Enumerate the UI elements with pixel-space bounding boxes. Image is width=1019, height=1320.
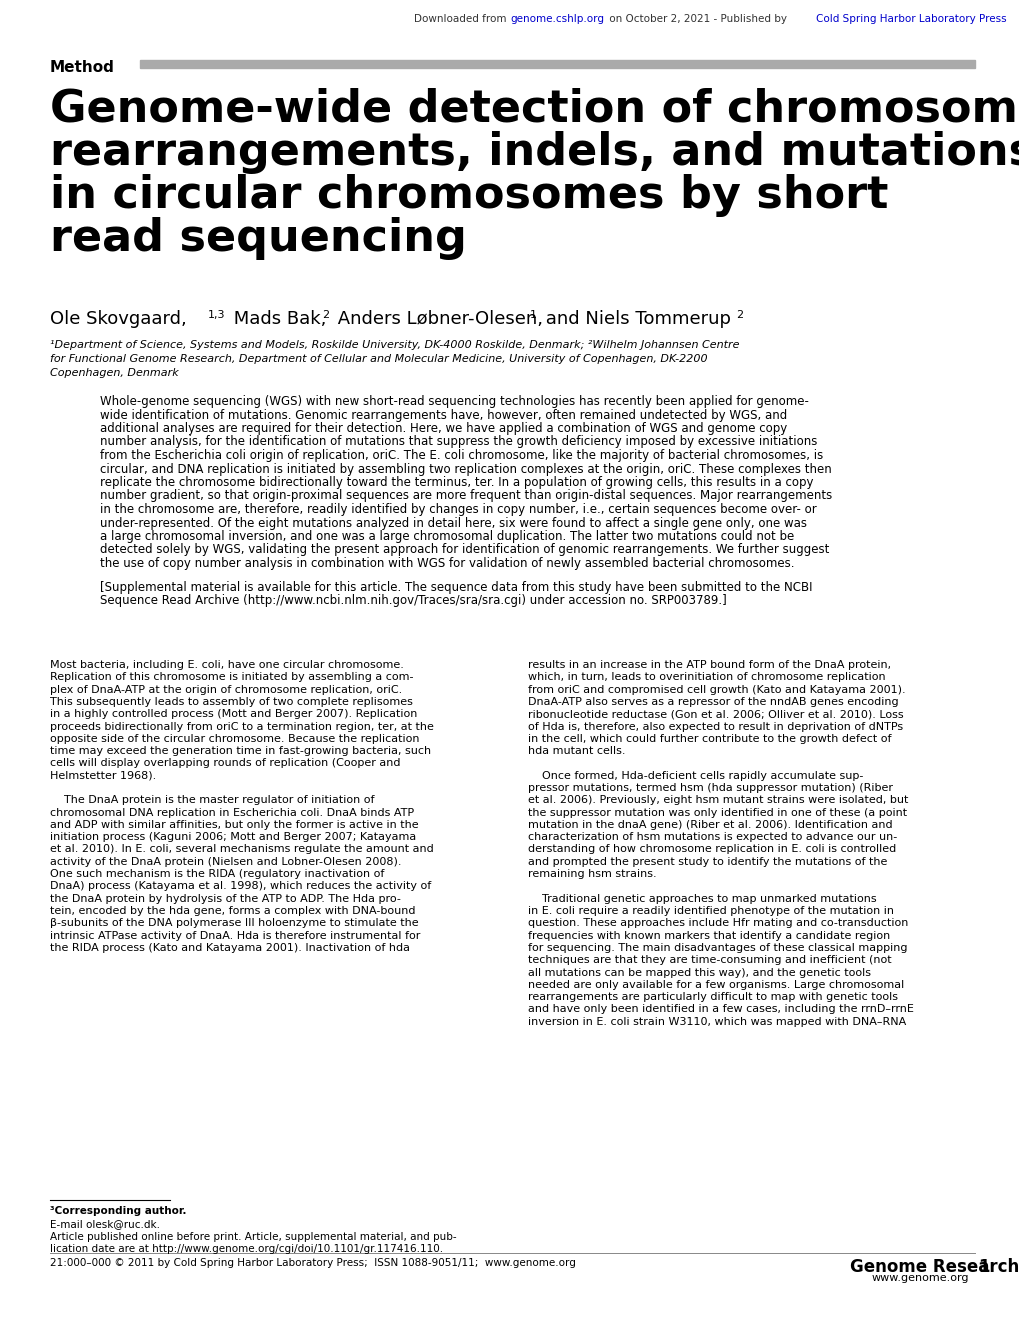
Text: number analysis, for the identification of mutations that suppress the growth de: number analysis, for the identification …	[100, 436, 816, 449]
Text: et al. 2006). Previously, eight hsm mutant strains were isolated, but: et al. 2006). Previously, eight hsm muta…	[528, 795, 908, 805]
Text: cells will display overlapping rounds of replication (Cooper and: cells will display overlapping rounds of…	[50, 759, 400, 768]
Text: results in an increase in the ATP bound form of the DnaA protein,: results in an increase in the ATP bound …	[528, 660, 891, 671]
Text: Genome-wide detection of chromosomal: Genome-wide detection of chromosomal	[50, 88, 1019, 131]
Text: in the chromosome are, therefore, readily identified by changes in copy number, : in the chromosome are, therefore, readil…	[100, 503, 816, 516]
Text: the DnaA protein by hydrolysis of the ATP to ADP. The Hda pro-: the DnaA protein by hydrolysis of the AT…	[50, 894, 400, 904]
Text: Mads Bak,: Mads Bak,	[228, 310, 326, 327]
Text: initiation process (Kaguni 2006; Mott and Berger 2007; Katayama: initiation process (Kaguni 2006; Mott an…	[50, 832, 416, 842]
Text: plex of DnaA-ATP at the origin of chromosome replication, oriC.: plex of DnaA-ATP at the origin of chromo…	[50, 685, 401, 694]
Text: wide identification of mutations. Genomic rearrangements have, however, often re: wide identification of mutations. Genomi…	[100, 408, 787, 421]
Text: Copenhagen, Denmark: Copenhagen, Denmark	[50, 368, 178, 378]
Text: Whole-genome sequencing (WGS) with new short-read sequencing technologies has re: Whole-genome sequencing (WGS) with new s…	[100, 395, 808, 408]
Text: Article published online before print. Article, supplemental material, and pub-: Article published online before print. A…	[50, 1232, 457, 1242]
Text: Downloaded from: Downloaded from	[414, 15, 510, 24]
Text: Replication of this chromosome is initiated by assembling a com-: Replication of this chromosome is initia…	[50, 672, 413, 682]
Text: and prompted the present study to identify the mutations of the: and prompted the present study to identi…	[528, 857, 887, 867]
Text: activity of the DnaA protein (Nielsen and Lobner-Olesen 2008).: activity of the DnaA protein (Nielsen an…	[50, 857, 401, 867]
Text: 1: 1	[977, 1258, 989, 1276]
Text: [Supplemental material is available for this article. The sequence data from thi: [Supplemental material is available for …	[100, 581, 812, 594]
Text: proceeds bidirectionally from oriC to a termination region, ter, at the: proceeds bidirectionally from oriC to a …	[50, 722, 433, 731]
Text: Helmstetter 1968).: Helmstetter 1968).	[50, 771, 156, 780]
Text: derstanding of how chromosome replication in E. coli is controlled: derstanding of how chromosome replicatio…	[528, 845, 896, 854]
Text: E-mail olesk@ruc.dk.: E-mail olesk@ruc.dk.	[50, 1218, 160, 1229]
Text: additional analyses are required for their detection. Here, we have applied a co: additional analyses are required for the…	[100, 422, 787, 436]
Text: Traditional genetic approaches to map unmarked mutations: Traditional genetic approaches to map un…	[528, 894, 875, 904]
Text: in circular chromosomes by short: in circular chromosomes by short	[50, 174, 888, 216]
Text: Most bacteria, including E. coli, have one circular chromosome.: Most bacteria, including E. coli, have o…	[50, 660, 404, 671]
Text: DnaA-ATP also serves as a repressor of the nndAB genes encoding: DnaA-ATP also serves as a repressor of t…	[528, 697, 898, 708]
Text: inversion in E. coli strain W3110, which was mapped with DNA–RNA: inversion in E. coli strain W3110, which…	[528, 1016, 905, 1027]
Text: and ADP with similar affinities, but only the former is active in the: and ADP with similar affinities, but onl…	[50, 820, 418, 830]
Text: question. These approaches include Hfr mating and co-transduction: question. These approaches include Hfr m…	[528, 919, 908, 928]
Text: 2: 2	[322, 310, 329, 319]
Text: 1,3: 1,3	[208, 310, 225, 319]
Text: Ole Skovgaard,: Ole Skovgaard,	[50, 310, 186, 327]
Text: 1: 1	[530, 310, 536, 319]
Text: chromosomal DNA replication in Escherichia coli. DnaA binds ATP: chromosomal DNA replication in Escherich…	[50, 808, 414, 817]
Text: www.genome.org: www.genome.org	[870, 1272, 968, 1283]
Text: in a highly controlled process (Mott and Berger 2007). Replication: in a highly controlled process (Mott and…	[50, 709, 417, 719]
Text: genome.cshlp.org: genome.cshlp.org	[510, 15, 603, 24]
Text: rearrangements, indels, and mutations: rearrangements, indels, and mutations	[50, 131, 1019, 174]
Text: for sequencing. The main disadvantages of these classical mapping: for sequencing. The main disadvantages o…	[528, 942, 907, 953]
Text: needed are only available for a few organisms. Large chromosomal: needed are only available for a few orga…	[528, 979, 904, 990]
Text: Sequence Read Archive (http://www.ncbi.nlm.nih.gov/Traces/sra/sra.cgi) under acc: Sequence Read Archive (http://www.ncbi.n…	[100, 594, 727, 607]
Text: Method: Method	[50, 59, 115, 75]
Text: techniques are that they are time-consuming and inefficient (not: techniques are that they are time-consum…	[528, 956, 891, 965]
Text: This subsequently leads to assembly of two complete replisomes: This subsequently leads to assembly of t…	[50, 697, 413, 708]
Text: the RIDA process (Kato and Katayama 2001). Inactivation of hda: the RIDA process (Kato and Katayama 2001…	[50, 942, 410, 953]
Text: intrinsic ATPase activity of DnaA. Hda is therefore instrumental for: intrinsic ATPase activity of DnaA. Hda i…	[50, 931, 420, 941]
Text: 21:000–000 © 2011 by Cold Spring Harbor Laboratory Press;  ISSN 1088-9051/11;  w: 21:000–000 © 2011 by Cold Spring Harbor …	[50, 1258, 576, 1269]
Text: read sequencing: read sequencing	[50, 216, 467, 260]
Text: pressor mutations, termed hsm (hda suppressor mutation) (Riber: pressor mutations, termed hsm (hda suppr…	[528, 783, 892, 793]
Text: the suppressor mutation was only identified in one of these (a point: the suppressor mutation was only identif…	[528, 808, 906, 817]
Text: frequencies with known markers that identify a candidate region: frequencies with known markers that iden…	[528, 931, 890, 941]
Text: The DnaA protein is the master regulator of initiation of: The DnaA protein is the master regulator…	[50, 795, 374, 805]
Text: Cold Spring Harbor Laboratory Press: Cold Spring Harbor Laboratory Press	[815, 15, 1006, 24]
Text: DnaA) process (Katayama et al. 1998), which reduces the activity of: DnaA) process (Katayama et al. 1998), wh…	[50, 882, 431, 891]
Text: a large chromosomal inversion, and one was a large chromosomal duplication. The : a large chromosomal inversion, and one w…	[100, 531, 794, 543]
Text: Genome Research: Genome Research	[849, 1258, 1018, 1276]
Text: time may exceed the generation time in fast-growing bacteria, such: time may exceed the generation time in f…	[50, 746, 431, 756]
Text: opposite side of the circular chromosome. Because the replication: opposite side of the circular chromosome…	[50, 734, 419, 743]
Text: the use of copy number analysis in combination with WGS for validation of newly : the use of copy number analysis in combi…	[100, 557, 794, 570]
Text: ribonucleotide reductase (Gon et al. 2006; Olliver et al. 2010). Loss: ribonucleotide reductase (Gon et al. 200…	[528, 709, 903, 719]
Text: which, in turn, leads to overinitiation of chromosome replication: which, in turn, leads to overinitiation …	[528, 672, 884, 682]
Text: et al. 2010). In E. coli, several mechanisms regulate the amount and: et al. 2010). In E. coli, several mechan…	[50, 845, 433, 854]
Text: detected solely by WGS, validating the present approach for identification of ge: detected solely by WGS, validating the p…	[100, 544, 828, 557]
Text: for Functional Genome Research, Department of Cellular and Molecular Medicine, U: for Functional Genome Research, Departme…	[50, 354, 707, 364]
Text: circular, and DNA replication is initiated by assembling two replication complex: circular, and DNA replication is initiat…	[100, 462, 830, 475]
Text: ³Corresponding author.: ³Corresponding author.	[50, 1206, 186, 1216]
Text: from the Escherichia coli origin of replication, oriC. The E. coli chromosome, l: from the Escherichia coli origin of repl…	[100, 449, 822, 462]
Text: from oriC and compromised cell growth (Kato and Katayama 2001).: from oriC and compromised cell growth (K…	[528, 685, 905, 694]
Text: in the cell, which could further contribute to the growth defect of: in the cell, which could further contrib…	[528, 734, 891, 743]
Text: and have only been identified in a few cases, including the rrnD–rrnE: and have only been identified in a few c…	[528, 1005, 913, 1014]
Bar	[140, 59, 974, 69]
Text: Anders Løbner-Olesen,: Anders Løbner-Olesen,	[331, 310, 542, 327]
Text: all mutations can be mapped this way), and the genetic tools: all mutations can be mapped this way), a…	[528, 968, 870, 978]
Text: characterization of hsm mutations is expected to advance our un-: characterization of hsm mutations is exp…	[528, 832, 897, 842]
Text: in E. coli require a readily identified phenotype of the mutation in: in E. coli require a readily identified …	[528, 906, 893, 916]
Text: tein, encoded by the hda gene, forms a complex with DNA-bound: tein, encoded by the hda gene, forms a c…	[50, 906, 415, 916]
Text: and Niels Tommerup: and Niels Tommerup	[539, 310, 731, 327]
Text: number gradient, so that origin-proximal sequences are more frequent than origin: number gradient, so that origin-proximal…	[100, 490, 832, 503]
Text: replicate the chromosome bidirectionally toward the terminus, ter. In a populati: replicate the chromosome bidirectionally…	[100, 477, 813, 488]
Text: Once formed, Hda-deficient cells rapidly accumulate sup-: Once formed, Hda-deficient cells rapidly…	[528, 771, 862, 780]
Text: mutation in the dnaA gene) (Riber et al. 2006). Identification and: mutation in the dnaA gene) (Riber et al.…	[528, 820, 892, 830]
Text: remaining hsm strains.: remaining hsm strains.	[528, 869, 656, 879]
Text: of Hda is, therefore, also expected to result in deprivation of dNTPs: of Hda is, therefore, also expected to r…	[528, 722, 902, 731]
Text: One such mechanism is the RIDA (regulatory inactivation of: One such mechanism is the RIDA (regulato…	[50, 869, 384, 879]
Text: on October 2, 2021 - Published by: on October 2, 2021 - Published by	[605, 15, 790, 24]
Text: ¹Department of Science, Systems and Models, Roskilde University, DK-4000 Roskild: ¹Department of Science, Systems and Mode…	[50, 341, 739, 350]
Text: rearrangements are particularly difficult to map with genetic tools: rearrangements are particularly difficul…	[528, 993, 897, 1002]
Text: β-subunits of the DNA polymerase III holoenzyme to stimulate the: β-subunits of the DNA polymerase III hol…	[50, 919, 418, 928]
Text: 2: 2	[736, 310, 743, 319]
Text: lication date are at http://www.genome.org/cgi/doi/10.1101/gr.117416.110.: lication date are at http://www.genome.o…	[50, 1243, 442, 1254]
Text: hda mutant cells.: hda mutant cells.	[528, 746, 625, 756]
Text: under-represented. Of the eight mutations analyzed in detail here, six were foun: under-represented. Of the eight mutation…	[100, 516, 806, 529]
